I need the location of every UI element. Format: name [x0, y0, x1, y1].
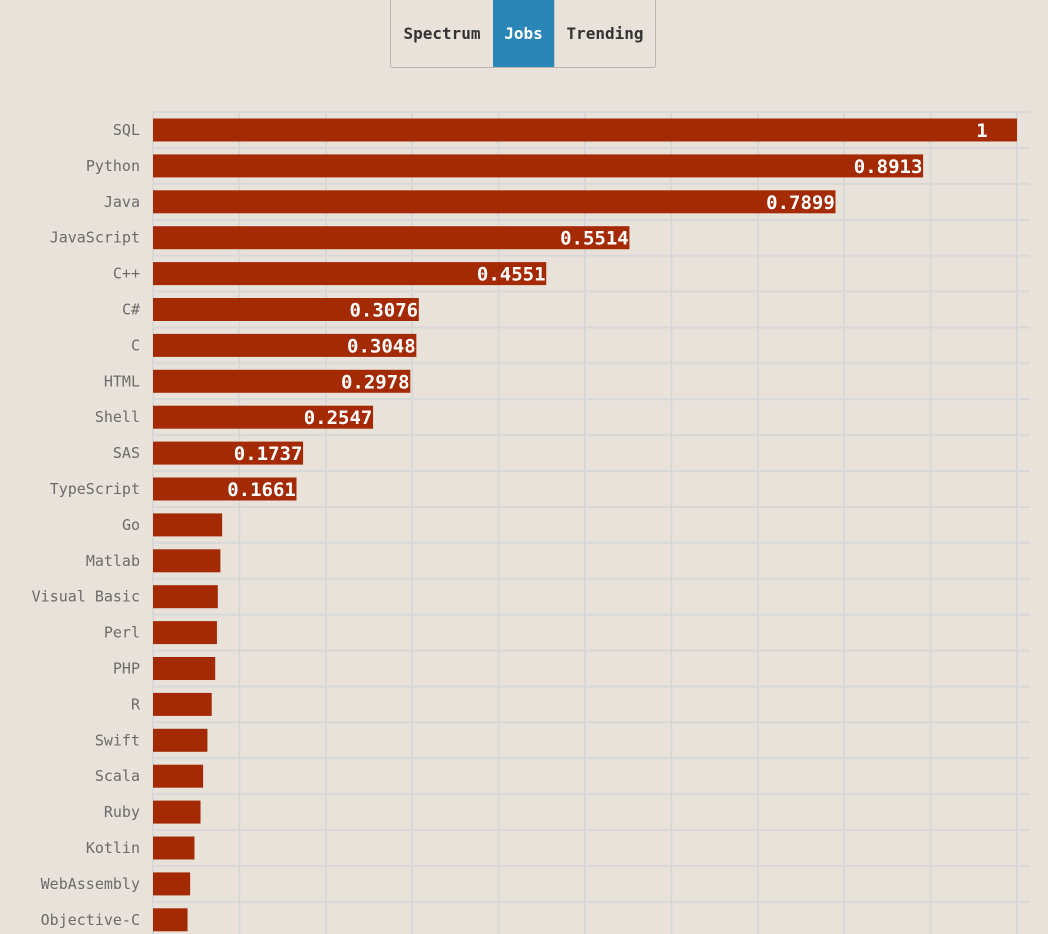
bar-python[interactable]	[153, 154, 924, 178]
category-labels: SQL Python Java JavaScript C++ C# C HTML Shell SA…	[32, 121, 141, 929]
bar-swift[interactable]	[153, 728, 208, 752]
value-labels: 1 0.8913 0.7899 0.5514 0.4551 0.3076 0.3048 0.2…	[227, 120, 988, 501]
bar-java[interactable]	[153, 190, 836, 214]
category-label: C	[131, 336, 140, 354]
bar-php[interactable]	[153, 657, 216, 680]
value-label: 0.3076	[349, 300, 418, 322]
category-label: Matlab	[86, 552, 140, 570]
category-label: Scala	[95, 767, 140, 785]
category-label: WebAssembly	[41, 875, 140, 893]
category-label: Perl	[104, 624, 140, 642]
value-label: 0.5514	[560, 228, 629, 250]
bar-sas[interactable]	[153, 441, 304, 465]
category-label: Go	[122, 516, 140, 534]
category-label: C#	[122, 301, 140, 319]
value-label: 0.1737	[234, 443, 303, 465]
value-label: 0.7899	[766, 192, 835, 214]
bar-c[interactable]	[153, 333, 417, 357]
value-label: 0.3048	[347, 335, 416, 357]
category-label: Swift	[95, 731, 140, 749]
bar-typescript[interactable]	[153, 477, 297, 501]
bar-javascript[interactable]	[153, 226, 630, 250]
bar-webassembly[interactable]	[153, 872, 191, 896]
bar-matlab[interactable]	[153, 549, 221, 573]
category-label: PHP	[113, 660, 140, 678]
category-label: Java	[104, 193, 140, 211]
category-label: JavaScript	[50, 229, 140, 247]
bar-perl[interactable]	[153, 621, 217, 645]
category-label: Objective-C	[41, 911, 140, 929]
category-label: Shell	[95, 408, 140, 426]
category-label: SAS	[113, 444, 140, 462]
bar-scala[interactable]	[153, 764, 204, 788]
tab-jobs[interactable]: Jobs	[493, 0, 554, 67]
category-label: TypeScript	[50, 480, 140, 498]
category-label: R	[131, 695, 141, 713]
value-label: 0.2547	[304, 407, 373, 429]
category-label: C++	[113, 265, 140, 283]
bar-objective-c[interactable]	[153, 908, 188, 932]
value-label: 0.8913	[854, 156, 923, 178]
tab-trending[interactable]: Trending	[554, 0, 655, 67]
category-label: Ruby	[104, 803, 140, 821]
bars	[153, 118, 1017, 932]
bar-html[interactable]	[153, 369, 411, 393]
bar-c[interactable]	[153, 298, 419, 321]
bar-kotlin[interactable]	[153, 836, 195, 860]
value-label: 0.2978	[341, 371, 410, 393]
tab-spectrum[interactable]: Spectrum	[403, 24, 481, 43]
value-label: 1	[976, 120, 987, 142]
bar-r[interactable]	[153, 692, 212, 716]
bar-ruby[interactable]	[153, 800, 201, 824]
value-label: 0.4551	[477, 264, 546, 286]
view-tabs: Spectrum Jobs Trending	[390, 0, 656, 68]
value-label: 0.1661	[227, 479, 296, 501]
category-label: Visual Basic	[32, 588, 140, 606]
bar-sql[interactable]	[153, 118, 1017, 142]
bar-go[interactable]	[153, 513, 223, 537]
category-label: Python	[86, 157, 140, 175]
category-label: HTML	[104, 372, 140, 390]
bar-visual-basic[interactable]	[153, 585, 218, 609]
category-label: SQL	[113, 121, 140, 139]
bar-shell[interactable]	[153, 405, 374, 429]
bar-c[interactable]	[153, 262, 547, 286]
category-label: Kotlin	[86, 839, 140, 857]
